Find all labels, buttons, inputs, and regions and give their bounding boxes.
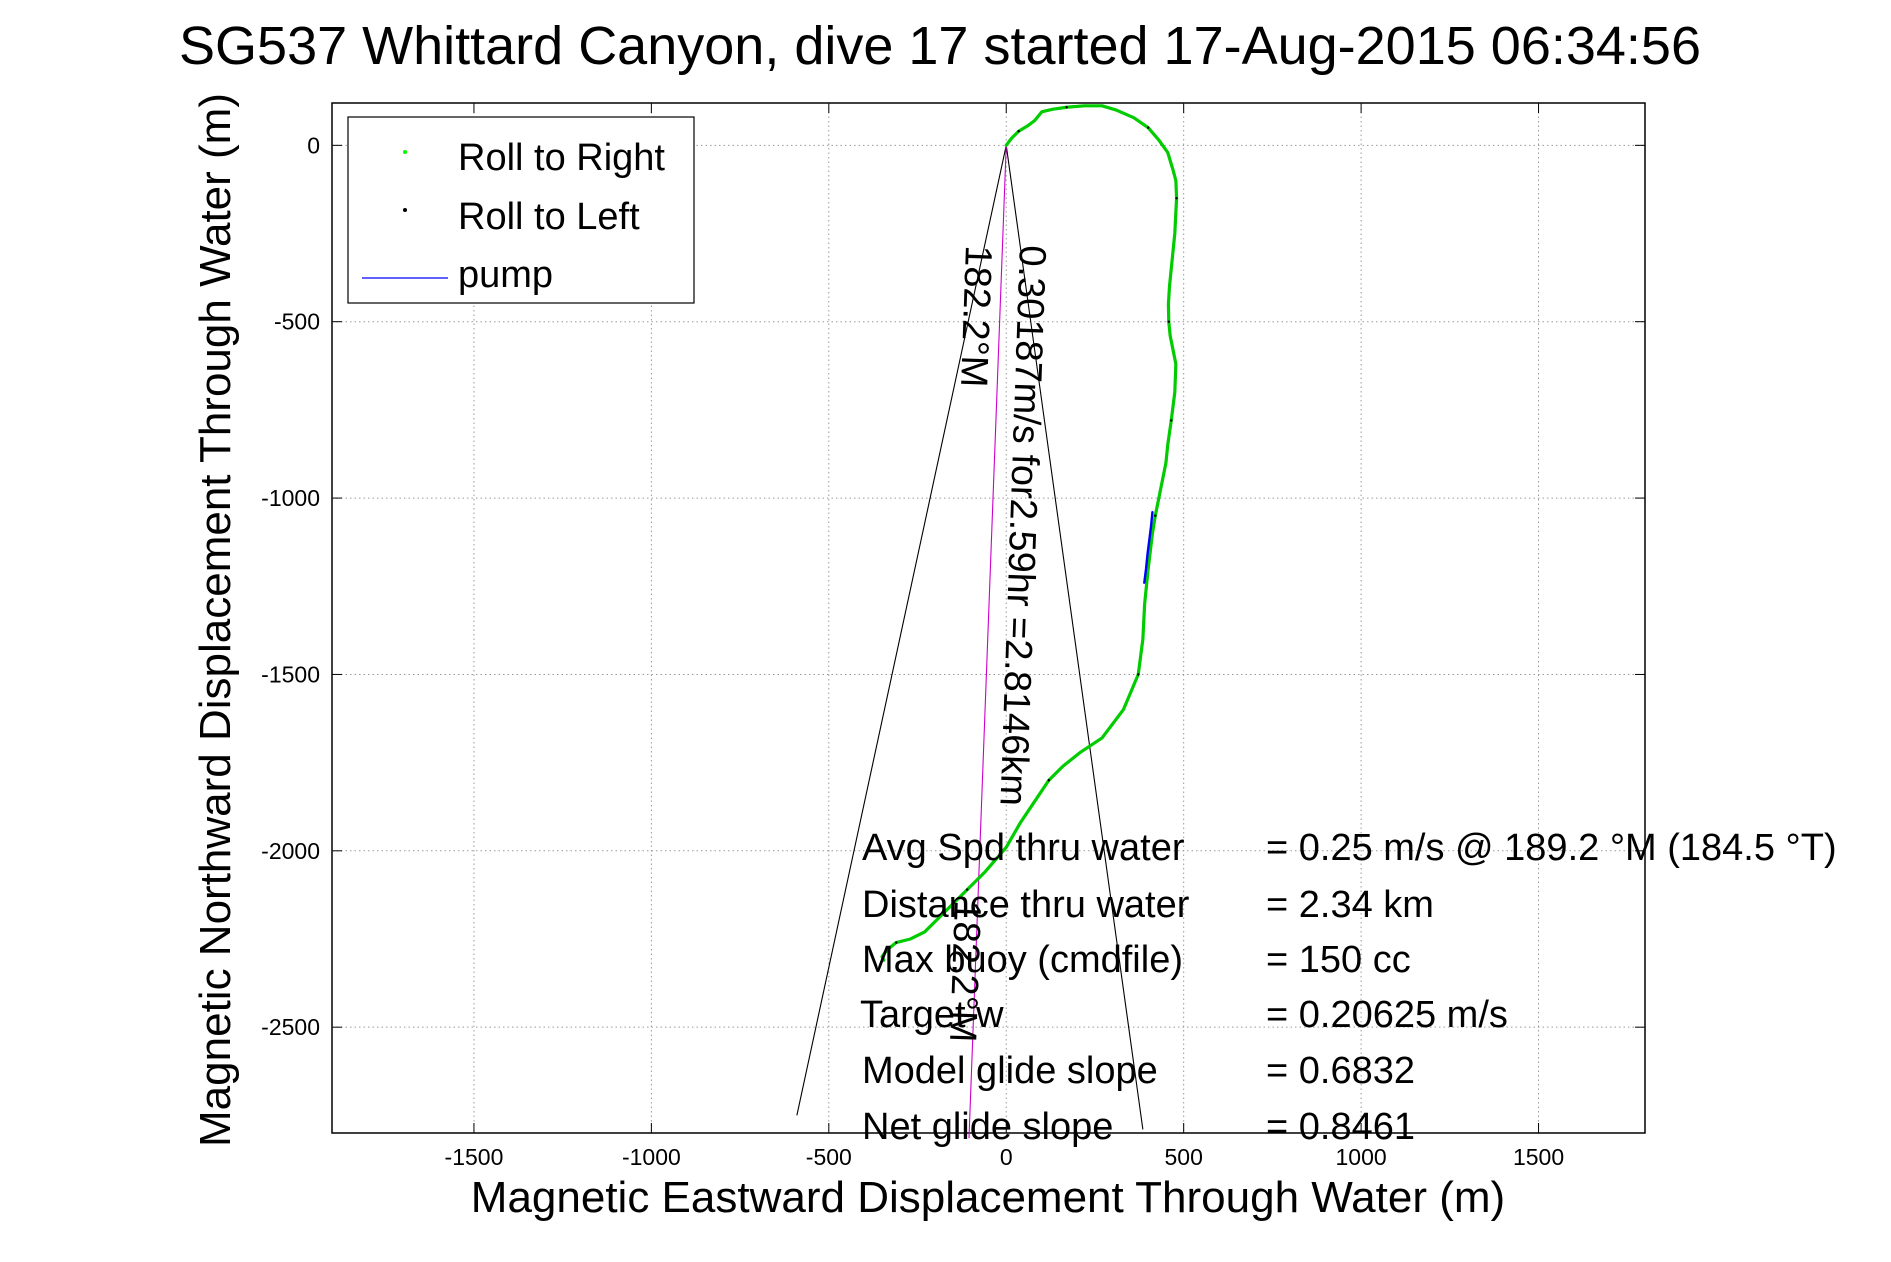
track-point-roll-left: [895, 941, 898, 944]
stat-label: Model glide slope: [862, 1050, 1158, 1092]
stat-value: = 0.8461: [1266, 1106, 1415, 1148]
x-tick-label: 500: [1164, 1144, 1202, 1170]
legend-label-pump: pump: [458, 254, 553, 296]
track-point-roll-left: [1137, 673, 1140, 676]
track-point-roll-left: [1175, 197, 1178, 200]
y-tick-label: -1000: [261, 485, 320, 511]
track-point-roll-left: [1146, 126, 1150, 129]
y-axis-label: Magnetic Northward Displacement Through …: [191, 93, 240, 1147]
y-tick-label: -1500: [261, 661, 320, 687]
x-tick-label: -500: [806, 1144, 852, 1170]
stat-value: = 0.25 m/s @ 189.2 °M (184.5 °T): [1266, 827, 1837, 869]
x-tick-label: -1000: [622, 1144, 681, 1170]
track-line-pump: [1143, 510, 1154, 584]
x-tick-labels: -1500 -1000 -500 0 500 1000 1500: [445, 1144, 1565, 1170]
stat-label: Distance thru water: [862, 884, 1190, 926]
stat-label: Avg Spd thru water: [862, 827, 1185, 869]
y-tick-label: -500: [274, 309, 320, 335]
x-tick-label: -1500: [445, 1144, 504, 1170]
stat-value: = 0.6832: [1266, 1050, 1415, 1092]
reference-line: [796, 145, 1007, 1116]
track-series: [880, 104, 1179, 962]
stat-label: Max buoy (cmdfile): [862, 939, 1183, 981]
legend-label-roll-left: Roll to Left: [458, 196, 640, 238]
legend-label-roll-right: Roll to Right: [458, 137, 665, 179]
track-point-roll-left: [1017, 130, 1020, 133]
reference-line: [1005, 145, 1144, 1130]
stat-value: = 150 cc: [1266, 939, 1411, 981]
track-point-roll-left: [1170, 419, 1173, 422]
stats-block: Avg Spd thru water = 0.25 m/s @ 189.2 °M…: [860, 827, 1837, 1148]
x-tick-label: 1500: [1513, 1144, 1564, 1170]
y-tick-label: 0: [307, 132, 320, 158]
track-point-roll-left: [1167, 320, 1170, 323]
track-line-roll-right: [880, 104, 1179, 962]
y-tick-labels: 0 -500 -1000 -1500 -2000 -2500: [261, 132, 320, 1040]
x-tick-label: 1000: [1336, 1144, 1387, 1170]
y-tick-label: -2000: [261, 838, 320, 864]
reference-lines: [796, 145, 1144, 1139]
track-point-roll-left: [1154, 514, 1157, 517]
reference-line: [968, 145, 1007, 1139]
axis-ticks: [332, 103, 1645, 1133]
heading-label-lower: 182.2°M: [941, 900, 988, 1043]
heading-label: 182.2°M: [952, 245, 999, 388]
legend-marker-roll-right: [403, 150, 407, 154]
stat-label: Target w: [860, 994, 1004, 1036]
chart-title: SG537 Whittard Canyon, dive 17 started 1…: [179, 16, 1701, 76]
stat-value: = 0.20625 m/s: [1266, 994, 1508, 1036]
track-point-roll-left: [1065, 106, 1068, 109]
legend-marker-roll-left: [403, 208, 407, 212]
y-tick-label: -2500: [261, 1014, 320, 1040]
x-axis-label: Magnetic Eastward Displacement Through W…: [471, 1173, 1505, 1222]
track-point-roll-left: [966, 888, 969, 891]
stat-value: = 2.34 km: [1266, 884, 1434, 926]
x-tick-label: 0: [1000, 1144, 1013, 1170]
track-point-roll-left: [1047, 779, 1051, 782]
legend: Roll to Right Roll to Left pump: [347, 116, 695, 304]
stat-label: Net glide slope: [862, 1106, 1113, 1148]
